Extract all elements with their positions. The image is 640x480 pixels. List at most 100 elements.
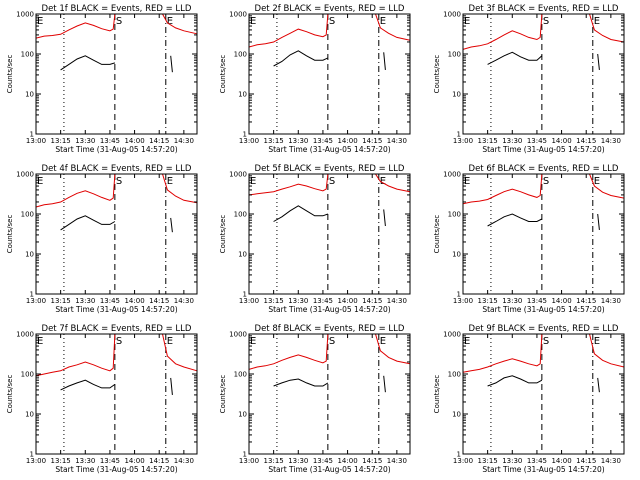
y-tick-label: 10: [238, 411, 247, 419]
x-tick-label: 14:00: [337, 457, 357, 465]
x-tick-label: 14:15: [362, 297, 382, 305]
marker-label-e-1: E: [37, 336, 43, 347]
x-tick-label: 14:30: [174, 297, 194, 305]
x-tick-label: 13:15: [478, 297, 498, 305]
y-axis-label: Counts/sec: [433, 375, 441, 414]
marker-label-e-3: E: [167, 16, 173, 27]
x-axis-label: Start Time (31-Aug-05 14:57:20): [55, 145, 177, 154]
panel-7: Det 7f BLACK = Events, RED = LLD E S E 13:00…: [6, 324, 198, 474]
x-tick-label: 14:15: [362, 457, 382, 465]
x-tick-label: 14:30: [601, 297, 621, 305]
x-tick-label: 13:30: [502, 457, 522, 465]
marker-label-s-2: S: [329, 16, 335, 27]
x-tick-label: 14:30: [387, 297, 407, 305]
marker-label-s-2: S: [116, 176, 122, 187]
panel-title: Det 4f BLACK = Events, RED = LLD: [42, 164, 192, 174]
x-tick-label: 13:15: [51, 457, 71, 465]
y-tick-label: 10: [25, 91, 34, 99]
marker-label-e-3: E: [167, 336, 173, 347]
y-tick-label: 100: [234, 371, 247, 379]
panel-title: Det 5f BLACK = Events, RED = LLD: [255, 164, 405, 174]
plot-frame: [248, 333, 411, 455]
y-tick-label: 1: [30, 131, 34, 139]
series-events-line: [487, 51, 600, 70]
y-tick-label: 100: [21, 371, 34, 379]
y-tick-label: 1: [243, 131, 247, 139]
y-tick-label: 1: [457, 451, 461, 459]
panel-9: Det 9f BLACK = Events, RED = LLD E S E 13:00…: [433, 324, 625, 474]
y-tick-label: 1: [243, 451, 247, 459]
plot-frame: [462, 13, 625, 135]
marker-label-e-1: E: [250, 336, 256, 347]
panel-title: Det 7f BLACK = Events, RED = LLD: [42, 324, 192, 334]
x-tick-label: 14:30: [174, 457, 194, 465]
y-tick-label: 100: [448, 371, 461, 379]
y-tick-label: 1000: [229, 331, 247, 339]
x-tick-label: 14:00: [551, 137, 571, 145]
y-tick-label: 1: [30, 291, 34, 299]
plot-frame: [248, 173, 411, 295]
series-lld-line: [462, 333, 625, 373]
marker-label-s-2: S: [329, 176, 335, 187]
panel-5: Det 5f BLACK = Events, RED = LLD E S E 13:00…: [219, 164, 411, 314]
marker-label-e-3: E: [380, 336, 386, 347]
marker-label-e-1: E: [37, 16, 43, 27]
series-events-line: [60, 215, 173, 233]
series-lld-line: [248, 333, 411, 370]
y-tick-label: 1000: [16, 11, 34, 19]
y-axis-label: Counts/sec: [433, 55, 441, 94]
panel-1: Det 1f BLACK = Events, RED = LLD E S E 13:00…: [6, 4, 198, 154]
x-tick-label: 13:15: [264, 457, 284, 465]
series-lld-line: [462, 13, 625, 50]
y-tick-label: 1000: [443, 331, 461, 339]
x-tick-label: 14:15: [149, 457, 169, 465]
x-tick-label: 13:15: [51, 137, 71, 145]
y-tick-label: 1000: [229, 11, 247, 19]
x-tick-label: 14:15: [576, 137, 596, 145]
series-events-line: [60, 55, 173, 73]
marker-label-e-1: E: [464, 336, 470, 347]
y-axis-label: Counts/sec: [219, 55, 227, 94]
x-tick-label: 14:00: [337, 297, 357, 305]
y-axis-label: Counts/sec: [219, 375, 227, 414]
x-tick-label: 13:30: [502, 137, 522, 145]
marker-label-e-1: E: [464, 176, 470, 187]
panel-title: Det 1f BLACK = Events, RED = LLD: [42, 4, 192, 14]
x-axis-label: Start Time (31-Aug-05 14:57:20): [268, 305, 390, 314]
y-tick-label: 10: [25, 411, 34, 419]
x-tick-label: 13:00: [453, 137, 473, 145]
x-tick-label: 14:30: [601, 457, 621, 465]
y-axis-label: Counts/sec: [6, 215, 14, 254]
y-tick-label: 100: [21, 51, 34, 59]
x-tick-label: 13:30: [502, 297, 522, 305]
marker-label-s-2: S: [543, 176, 549, 187]
marker-label-s-2: S: [543, 336, 549, 347]
x-axis-label: Start Time (31-Aug-05 14:57:20): [55, 305, 177, 314]
x-tick-label: 13:45: [313, 457, 333, 465]
panel-3: Det 3f BLACK = Events, RED = LLD E S E 13:00…: [433, 4, 625, 154]
panel-2: Det 2f BLACK = Events, RED = LLD E S E 13:00…: [219, 4, 411, 154]
x-tick-label: 13:15: [478, 457, 498, 465]
x-tick-label: 14:30: [601, 137, 621, 145]
marker-label-e-3: E: [594, 336, 600, 347]
series-events-line: [487, 375, 600, 393]
series-lld-line: [35, 13, 198, 39]
x-tick-label: 14:00: [124, 457, 144, 465]
y-tick-label: 10: [25, 251, 34, 259]
x-axis-label: Start Time (31-Aug-05 14:57:20): [482, 145, 604, 154]
plot-frame: [35, 13, 198, 135]
x-axis-label: Start Time (31-Aug-05 14:57:20): [55, 465, 177, 474]
y-tick-label: 10: [452, 411, 461, 419]
x-tick-label: 14:15: [576, 297, 596, 305]
x-tick-label: 13:30: [75, 457, 95, 465]
x-tick-label: 13:15: [51, 297, 71, 305]
x-tick-label: 13:45: [100, 457, 120, 465]
y-tick-label: 1: [457, 131, 461, 139]
y-tick-label: 100: [234, 211, 247, 219]
x-tick-label: 13:45: [313, 297, 333, 305]
x-axis-label: Start Time (31-Aug-05 14:57:20): [268, 145, 390, 154]
y-tick-label: 1000: [443, 11, 461, 19]
y-tick-label: 1000: [443, 171, 461, 179]
x-tick-label: 13:30: [288, 297, 308, 305]
y-tick-label: 100: [448, 51, 461, 59]
